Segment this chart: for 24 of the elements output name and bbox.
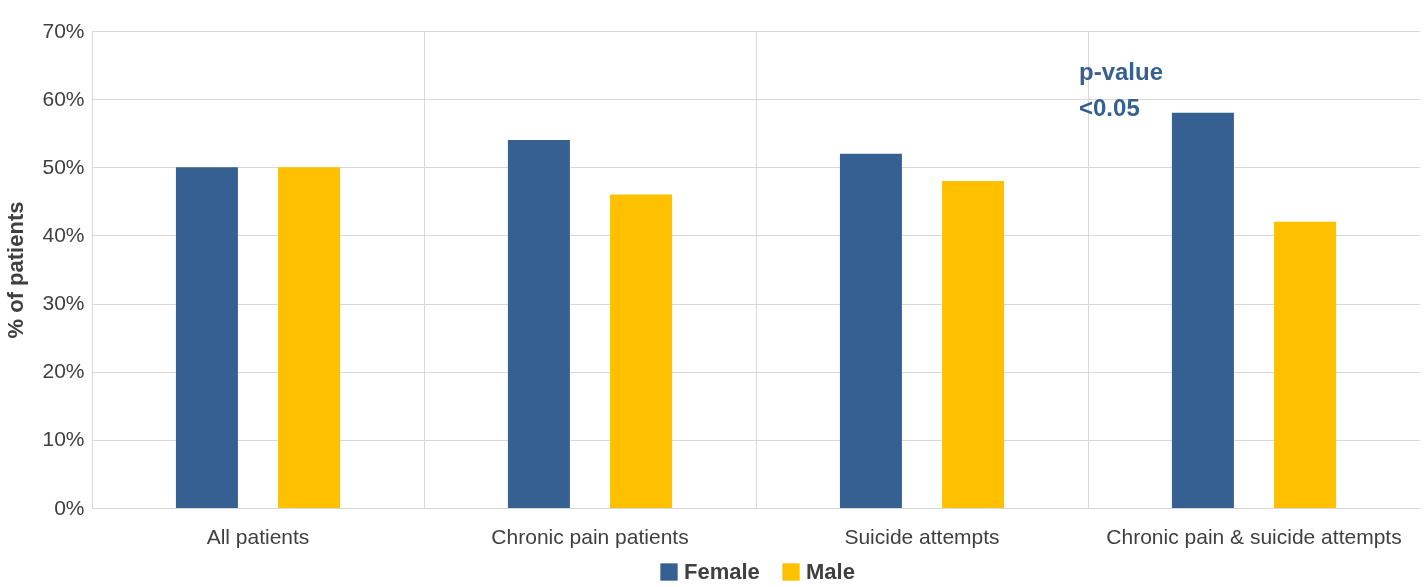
x-tick-label: All patients [206,524,310,548]
bar [1274,221,1337,508]
y-tick-label: 40% [42,222,85,246]
y-axis-title: % of patients [3,201,29,339]
x-tick-label: Chronic pain & suicide attempts [1106,524,1402,548]
bar [1171,112,1234,508]
y-tick-label: 10% [42,427,85,451]
annotation: p-value <0.05 [1079,58,1164,121]
bar [175,167,238,508]
bar [278,167,341,508]
bar [942,180,1005,508]
x-tick-label: Suicide attempts [844,524,1000,548]
legend-label: Male [806,559,855,584]
y-tick-label: 20% [42,359,85,383]
x-tick-label: Chronic pain patients [491,524,689,548]
y-tick-label: 60% [42,86,85,110]
y-tick-label: 0% [54,495,85,519]
y-tick-label: 50% [42,154,85,178]
bar [839,153,902,508]
bar [610,194,673,508]
bar [507,140,570,508]
y-tick-label: 30% [42,291,85,315]
y-tick-label: 70% [42,18,85,42]
legend-label: Female [684,559,760,584]
